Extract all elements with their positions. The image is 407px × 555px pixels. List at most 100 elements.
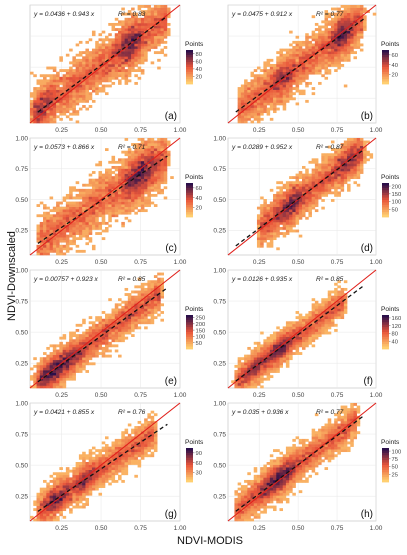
density-cell bbox=[79, 90, 83, 93]
density-cell bbox=[357, 28, 361, 31]
density-cell bbox=[270, 77, 274, 80]
density-cell bbox=[131, 31, 135, 34]
density-cell bbox=[46, 495, 50, 498]
density-cell bbox=[37, 375, 41, 378]
density-cell bbox=[121, 472, 125, 475]
density-cell bbox=[69, 74, 73, 77]
density-cell bbox=[33, 365, 37, 368]
density-cell bbox=[263, 64, 267, 67]
density-cell bbox=[357, 41, 361, 44]
density-cell bbox=[105, 77, 109, 80]
density-cell bbox=[292, 61, 296, 64]
density-cell bbox=[296, 342, 300, 345]
density-cell bbox=[360, 158, 364, 161]
density-cell bbox=[76, 219, 80, 222]
density-cell bbox=[144, 298, 148, 301]
density-cell bbox=[363, 15, 367, 18]
density-cell bbox=[108, 74, 112, 77]
density-cell bbox=[328, 166, 332, 169]
density-cell bbox=[328, 179, 332, 182]
density-cell bbox=[43, 252, 47, 255]
density-cell bbox=[66, 202, 70, 205]
density-cell bbox=[115, 179, 119, 182]
density-cell bbox=[72, 498, 76, 501]
density-cell bbox=[341, 171, 345, 174]
density-cell bbox=[270, 79, 274, 82]
density-cell bbox=[63, 367, 67, 370]
density-cell bbox=[66, 77, 70, 80]
density-cell bbox=[296, 344, 300, 347]
density-cell bbox=[247, 365, 251, 368]
density-cell bbox=[131, 64, 135, 67]
x-tick-label: 0.50 bbox=[95, 392, 108, 399]
density-cell bbox=[46, 214, 50, 217]
density-cell bbox=[305, 74, 309, 77]
density-cell bbox=[69, 189, 73, 192]
density-cell bbox=[69, 72, 73, 75]
density-cell bbox=[112, 308, 116, 311]
density-cell bbox=[92, 227, 96, 230]
density-cell bbox=[92, 459, 96, 462]
density-cell bbox=[251, 355, 255, 358]
density-cell bbox=[125, 457, 129, 460]
density-cell bbox=[366, 158, 370, 161]
density-cell bbox=[95, 204, 99, 207]
density-cell bbox=[59, 500, 63, 503]
density-cell bbox=[151, 46, 155, 49]
legend-swatch bbox=[186, 347, 193, 350]
density-cell bbox=[102, 311, 106, 314]
density-cell bbox=[53, 513, 57, 516]
density-cell bbox=[296, 194, 300, 197]
density-cell bbox=[279, 82, 283, 85]
density-cell bbox=[292, 352, 296, 355]
density-cell bbox=[37, 498, 41, 501]
density-cell bbox=[85, 56, 89, 59]
density-cell bbox=[79, 324, 83, 327]
density-cell bbox=[247, 347, 251, 350]
density-cell bbox=[318, 326, 322, 329]
density-cell bbox=[244, 365, 248, 368]
density-cell bbox=[33, 74, 37, 77]
density-cell bbox=[105, 179, 109, 182]
density-cell bbox=[292, 347, 296, 350]
density-cell bbox=[82, 490, 86, 493]
density-cell bbox=[125, 163, 129, 166]
density-cell bbox=[134, 56, 138, 59]
density-cell bbox=[279, 350, 283, 353]
density-cell bbox=[286, 329, 290, 332]
density-cell bbox=[302, 64, 306, 67]
density-cell bbox=[63, 383, 67, 386]
density-cell bbox=[50, 506, 54, 509]
density-cell bbox=[121, 329, 125, 332]
density-cell bbox=[328, 72, 332, 75]
density-cell bbox=[50, 214, 54, 217]
density-cell bbox=[251, 383, 255, 386]
density-cell bbox=[141, 141, 145, 144]
density-cell bbox=[347, 184, 351, 187]
density-cell bbox=[112, 209, 116, 212]
density-cell bbox=[89, 191, 93, 194]
density-cell bbox=[160, 36, 164, 39]
density-cell bbox=[138, 46, 142, 49]
density-cell bbox=[289, 194, 293, 197]
density-cell bbox=[134, 189, 138, 192]
density-cell bbox=[157, 179, 161, 182]
density-cell bbox=[134, 319, 138, 322]
density-cell bbox=[273, 212, 277, 215]
density-cell bbox=[305, 202, 309, 205]
density-cell bbox=[72, 235, 76, 238]
density-cell bbox=[121, 332, 125, 335]
density-cell bbox=[56, 385, 60, 388]
density-cell bbox=[138, 56, 142, 59]
density-cell bbox=[105, 321, 109, 324]
density-cell bbox=[157, 291, 161, 294]
density-cell bbox=[50, 516, 54, 519]
legend-swatch bbox=[186, 202, 193, 205]
density-cell bbox=[353, 13, 357, 16]
density-cell bbox=[53, 472, 57, 475]
r2-label: R² = 0.71 bbox=[118, 144, 146, 151]
density-cell bbox=[56, 217, 60, 220]
density-cell bbox=[144, 23, 148, 26]
density-cell bbox=[292, 189, 296, 192]
density-cell bbox=[118, 59, 122, 62]
